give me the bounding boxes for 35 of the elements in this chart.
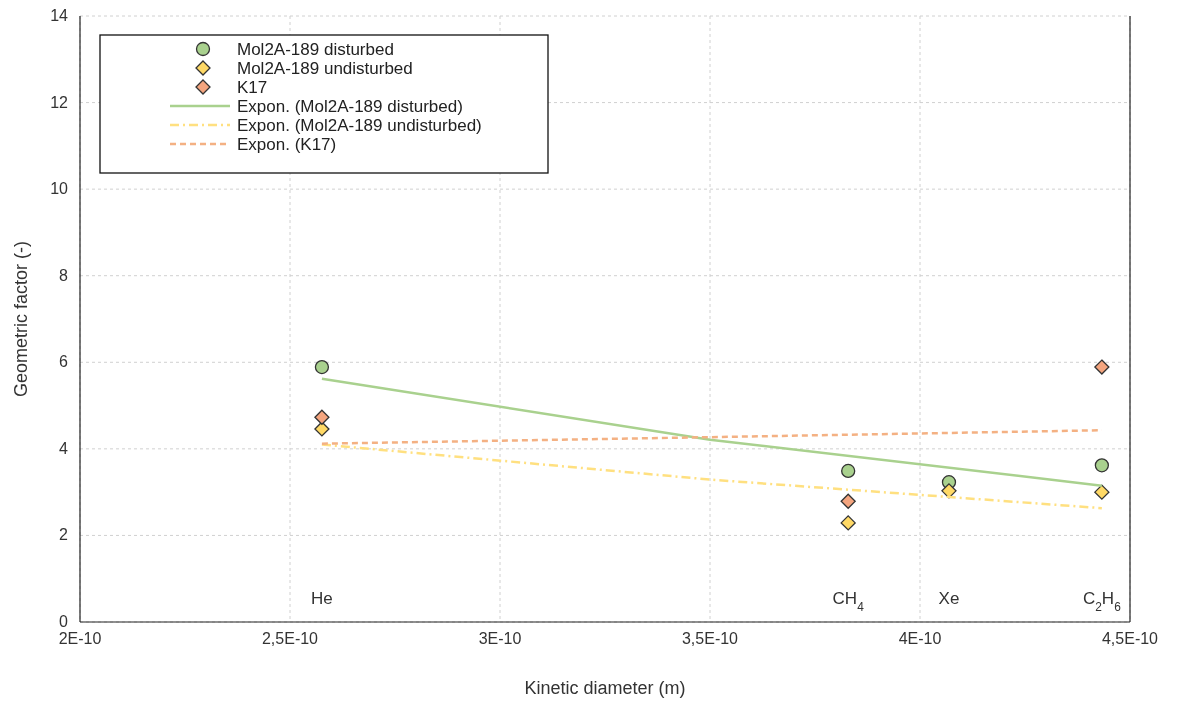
legend-label: Expon. (K17) <box>237 135 337 154</box>
y-tick-label: 14 <box>50 7 69 24</box>
point <box>840 493 856 509</box>
y-tick-label: 8 <box>59 266 69 284</box>
x-tick-label: 4,5E-10 <box>1101 630 1159 647</box>
annotation: CH$_{4}$ <box>832 589 865 614</box>
x-tick-label: 4E-10 <box>898 630 942 647</box>
point <box>314 359 330 375</box>
point <box>1094 359 1110 375</box>
legend-label: Mol2A-189 undisturbed <box>237 59 413 78</box>
x-tick-label: 3,5E-10 <box>681 630 739 647</box>
point <box>841 463 856 479</box>
legend-label: Expon. (Mol2A-189 undisturbed) <box>237 116 482 135</box>
y-tick-label: 2 <box>59 526 69 544</box>
y-tick-label: 12 <box>50 93 69 111</box>
legend-label: K17 <box>237 78 268 97</box>
point <box>314 409 330 425</box>
point <box>941 483 957 499</box>
annotation: Xe <box>938 589 960 608</box>
point <box>840 515 856 531</box>
y-tick-label: 0 <box>59 613 69 630</box>
x-tick-label: 2,5E-10 <box>261 630 319 647</box>
y-tick-label: 4 <box>59 439 69 457</box>
x-tick-label: 3E-10 <box>478 630 522 647</box>
point <box>1094 484 1110 500</box>
y-tick-label: 6 <box>59 353 69 371</box>
y-tick-label: 10 <box>50 180 69 198</box>
y-axis-title: Geometric factor (-) <box>11 240 31 398</box>
x-axis-title: Kinetic diameter (m) <box>524 678 686 698</box>
annotation: C$_{2}$H$_{6}$ <box>1082 589 1122 614</box>
legend-label: Expon. (Mol2A-189 disturbed) <box>237 97 463 116</box>
x-tick-label: 2E-10 <box>58 630 102 647</box>
annotation: He <box>311 589 333 608</box>
point <box>1094 458 1110 473</box>
legend-label: Mol2A-189 disturbed <box>237 40 394 59</box>
